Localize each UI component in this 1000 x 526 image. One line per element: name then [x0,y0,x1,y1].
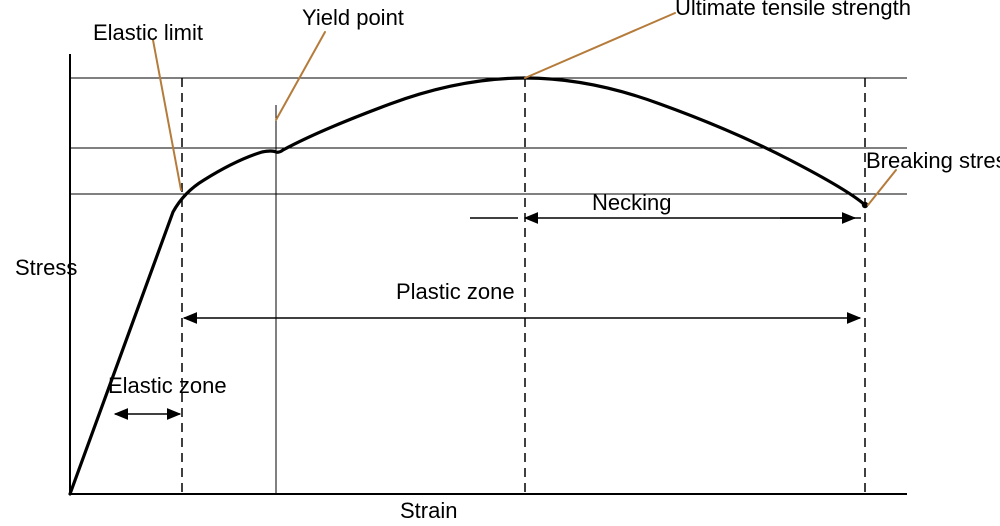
label-stress: Stress [15,255,77,280]
label-breaking-stress: Breaking stress [866,148,1000,173]
label-uts: Ultimate tensile strength [675,0,911,20]
label-elastic-limit: Elastic limit [93,20,203,45]
leader-yield-point [276,32,325,120]
leader-breaking-stress [868,170,896,205]
label-strain: Strain [400,498,457,523]
label-yield-point: Yield point [302,5,404,30]
label-plastic-zone: Plastic zone [396,279,515,304]
leader-uts [525,13,675,78]
label-necking: Necking [592,190,671,215]
label-elastic-zone: Elastic zone [108,373,227,398]
leader-elastic-limit [153,40,181,190]
